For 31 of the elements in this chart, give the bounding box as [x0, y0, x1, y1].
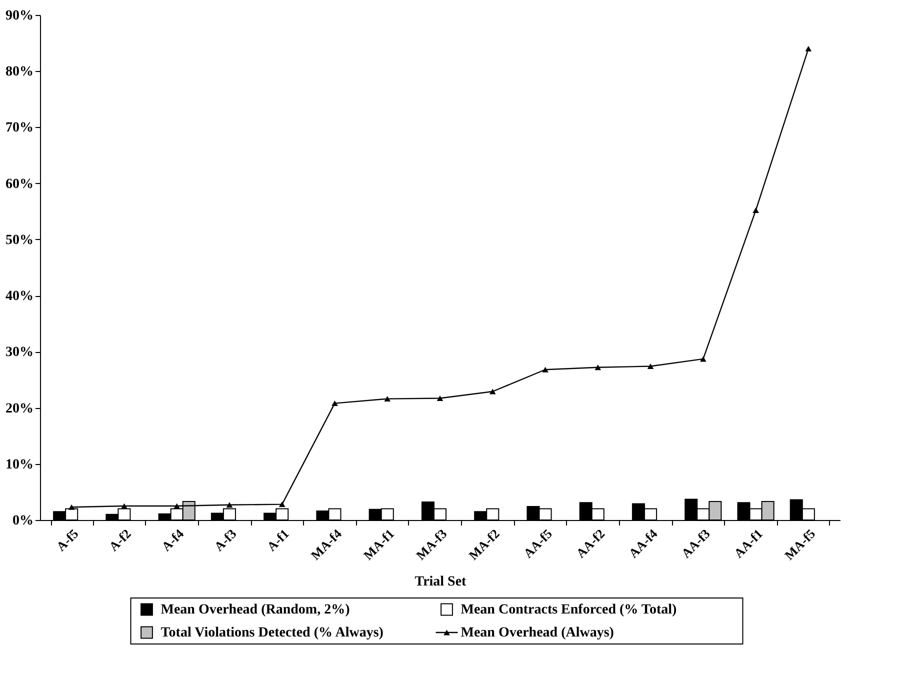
legend-label: Total Violations Detected (% Always) — [160, 626, 384, 640]
y-tick-label: 10% — [6, 457, 34, 472]
point — [121, 503, 128, 509]
y-tick-label: 20% — [6, 401, 34, 416]
legend-label: Mean Contracts Enforced (% Total) — [460, 602, 678, 618]
y-tick-label: 50% — [6, 232, 34, 248]
y-tick-label: 70% — [6, 120, 34, 136]
point — [594, 364, 602, 370]
point — [278, 502, 286, 508]
y-tick-label: 30% — [6, 345, 34, 360]
y-tick-label: 90% — [6, 8, 34, 24]
point — [489, 388, 496, 394]
point — [68, 504, 75, 510]
y-tick-label: 80% — [6, 64, 34, 80]
point — [752, 208, 759, 214]
y-tick-label: 60% — [6, 176, 34, 192]
point — [700, 356, 706, 362]
x-tick-label: A-f1 — [264, 526, 292, 554]
point — [384, 396, 391, 402]
point — [174, 503, 180, 509]
legend-label: Mean Overhead (Random, 2%) — [160, 602, 350, 618]
x-axis-title: Trial Set — [414, 574, 467, 590]
point — [647, 364, 654, 369]
legend-label: Mean Overhead (Always) — [460, 626, 614, 640]
point — [332, 400, 338, 406]
point — [436, 396, 444, 401]
point — [542, 366, 548, 372]
point — [226, 502, 233, 508]
point — [805, 46, 812, 52]
y-tick-label: 40% — [6, 289, 34, 304]
y-tick-label: 0% — [12, 514, 34, 528]
